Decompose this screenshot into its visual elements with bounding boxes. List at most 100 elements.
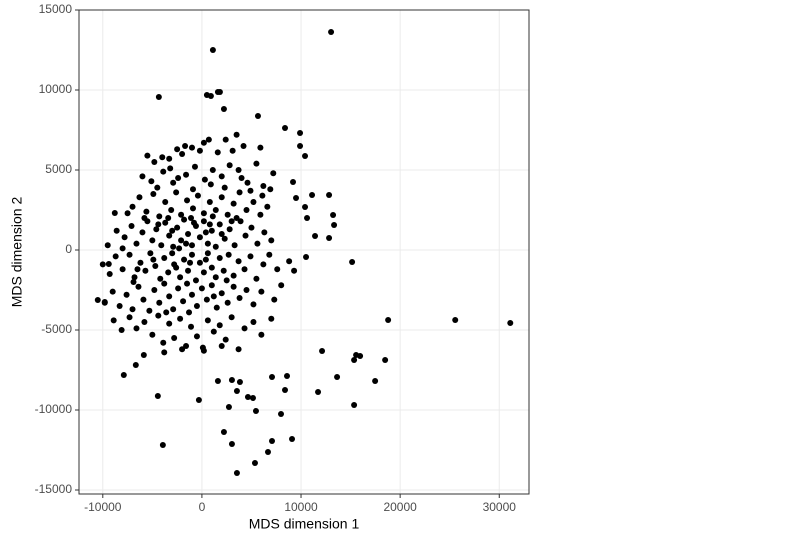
point — [165, 269, 172, 276]
point — [241, 325, 248, 332]
point — [220, 267, 227, 274]
point — [208, 264, 215, 271]
point — [200, 139, 207, 146]
point — [123, 291, 130, 298]
point — [204, 317, 211, 324]
point — [231, 242, 238, 249]
point — [159, 442, 166, 449]
point — [209, 47, 216, 53]
point — [218, 231, 225, 237]
point — [190, 219, 197, 226]
point — [247, 187, 254, 194]
point — [289, 436, 296, 443]
point — [150, 191, 157, 197]
point — [188, 323, 195, 330]
point — [250, 319, 257, 325]
point — [116, 303, 123, 309]
point — [129, 306, 136, 313]
point — [101, 299, 108, 306]
point — [207, 93, 214, 99]
point — [218, 173, 225, 180]
point — [155, 221, 162, 228]
point — [297, 143, 304, 149]
point — [216, 89, 223, 95]
point — [119, 245, 126, 252]
point — [177, 315, 184, 322]
point — [243, 287, 250, 293]
point — [111, 209, 118, 216]
point — [264, 449, 271, 455]
point — [200, 269, 207, 276]
point — [134, 266, 141, 273]
point — [210, 328, 217, 335]
point — [163, 309, 170, 316]
point — [334, 374, 341, 381]
point — [143, 208, 150, 215]
point — [286, 258, 293, 265]
y-tick-label: 5000 — [45, 162, 72, 176]
point — [179, 151, 186, 157]
point — [184, 197, 191, 204]
point — [218, 343, 225, 349]
point — [309, 191, 316, 198]
point — [220, 429, 227, 435]
point — [267, 186, 274, 193]
point — [233, 131, 240, 138]
point — [188, 251, 195, 258]
point — [189, 186, 196, 193]
point — [268, 315, 275, 322]
point — [204, 250, 211, 257]
point — [149, 237, 156, 244]
point — [243, 207, 250, 213]
point — [382, 357, 389, 363]
point — [151, 159, 158, 165]
point — [237, 218, 244, 225]
point — [195, 397, 202, 403]
point — [166, 293, 173, 300]
point — [261, 229, 268, 236]
point — [169, 250, 176, 257]
point — [228, 218, 235, 225]
point — [133, 240, 140, 247]
point — [250, 199, 257, 205]
point — [144, 218, 151, 225]
point — [178, 237, 185, 244]
point — [121, 234, 128, 241]
point — [282, 125, 289, 131]
point — [162, 199, 169, 205]
point — [266, 251, 273, 258]
point — [222, 336, 229, 343]
point — [204, 240, 211, 247]
point — [221, 184, 228, 191]
point — [268, 374, 275, 381]
point — [328, 29, 335, 35]
point — [128, 223, 135, 229]
x-tick-label: 0 — [199, 500, 206, 514]
point — [225, 404, 232, 411]
point — [238, 175, 245, 181]
point — [110, 317, 117, 324]
point — [240, 143, 247, 149]
point — [312, 233, 319, 239]
point — [236, 295, 243, 301]
point — [200, 210, 207, 217]
point — [126, 251, 133, 258]
point — [173, 189, 180, 196]
point — [174, 146, 181, 153]
point — [188, 215, 195, 221]
x-tick-label: 30000 — [483, 500, 517, 514]
point — [135, 283, 142, 290]
point — [206, 199, 213, 205]
point — [208, 282, 215, 289]
point — [99, 261, 106, 268]
point — [188, 242, 195, 249]
point — [148, 178, 155, 185]
point — [452, 317, 459, 323]
point — [192, 277, 199, 284]
point — [119, 266, 126, 273]
point — [113, 227, 120, 234]
point — [274, 266, 281, 273]
point — [203, 296, 210, 303]
